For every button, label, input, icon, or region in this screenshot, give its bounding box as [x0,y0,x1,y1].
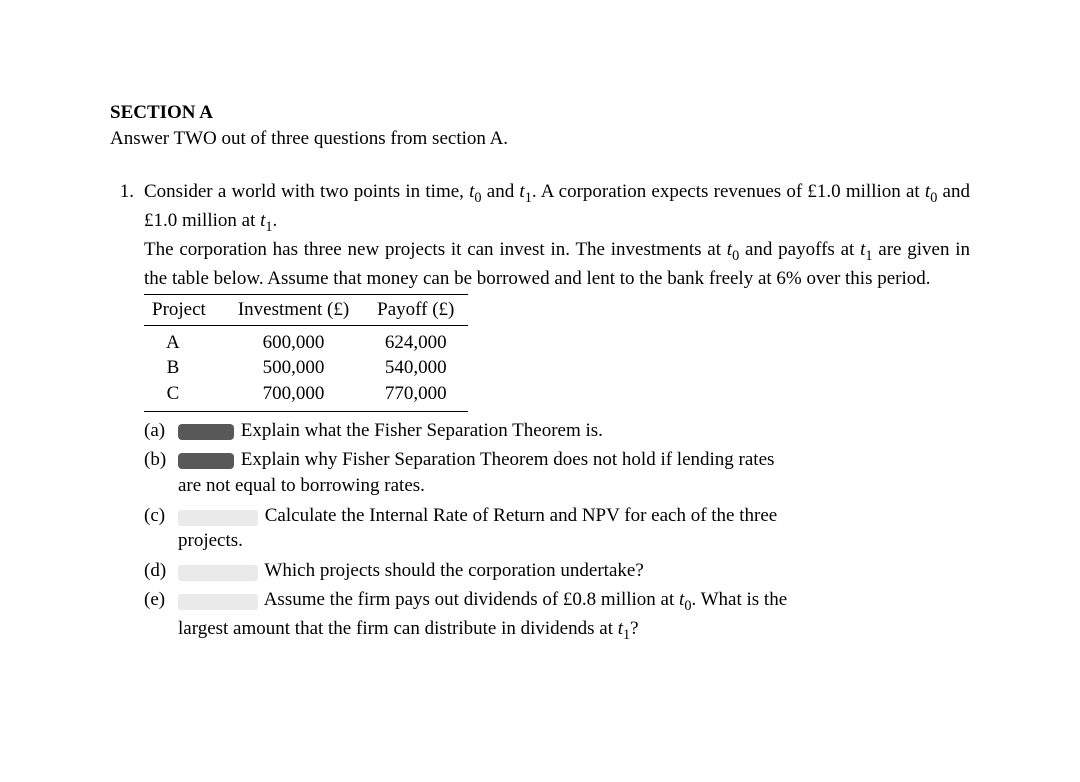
redacted-marks [178,453,234,469]
col-project: Project [144,295,224,326]
section-instruction: Answer TWO out of three questions from s… [110,126,970,152]
section-heading: SECTION A [110,100,970,126]
table-header-row: Project Investment (£) Payoff (£) [144,295,468,326]
subpart-label: (b) [144,447,172,498]
question-body: Consider a world with two points in time… [144,179,970,645]
question-paragraph-2: The corporation has three new projects i… [144,237,970,292]
subpart-body: Which projects should the corporation un… [178,558,970,584]
sub-1: 1 [865,248,872,264]
projects-table-wrap: Project Investment (£) Payoff (£) A 600,… [144,294,970,412]
col-payoff: Payoff (£) [363,295,468,326]
table-row: C 700,000 770,000 [144,381,468,411]
redacted-marks [178,594,258,610]
table-row: B 500,000 540,000 [144,355,468,381]
subpart-continuation: largest amount that the firm can distrib… [178,618,618,639]
redacted-marks [178,424,234,440]
cell-project: A [144,325,224,355]
subpart-text: Explain why Fisher Separation Theorem do… [241,449,775,470]
subpart-label: (d) [144,558,172,584]
subpart-continuation: are not equal to borrowing rates. [178,475,425,496]
subpart-b: (b) Explain why Fisher Separation Theore… [144,447,970,498]
sub-0: 0 [474,190,481,206]
subpart-label: (c) [144,503,172,554]
section-header: SECTION A Answer TWO out of three questi… [110,100,970,151]
subpart-body: Assume the firm pays out dividends of £0… [178,587,970,645]
cell-payoff: 770,000 [363,381,468,411]
cell-investment: 700,000 [224,381,363,411]
subpart-continuation: ? [630,618,638,639]
cell-project: C [144,381,224,411]
subpart-text: Calculate the Internal Rate of Return an… [265,505,777,526]
sub-1: 1 [265,219,272,235]
text-fragment: The corporation has three new projects i… [144,239,727,260]
subpart-body: Explain why Fisher Separation Theorem do… [178,447,970,498]
question-1: 1. Consider a world with two points in t… [110,179,970,645]
redacted-marks [178,510,258,526]
subpart-e: (e) Assume the firm pays out dividends o… [144,587,970,645]
subpart-body: Calculate the Internal Rate of Return an… [178,503,970,554]
text-fragment: . [273,210,278,231]
subpart-text: . What is the [691,589,787,610]
cell-project: B [144,355,224,381]
cell-payoff: 624,000 [363,325,468,355]
text-fragment: and payoffs at [739,239,860,260]
subpart-label: (e) [144,587,172,645]
question-number: 1. [110,179,134,645]
subpart-text: Which projects should the corporation un… [264,560,643,581]
subpart-text: Assume the firm pays out dividends of £0… [264,589,679,610]
subpart-label: (a) [144,418,172,444]
text-fragment: Consider a world with two points in time… [144,181,469,202]
question-paragraph-1: Consider a world with two points in time… [144,179,970,237]
subparts-list: (a) Explain what the Fisher Separation T… [144,418,970,646]
subpart-body: Explain what the Fisher Separation Theor… [178,418,970,444]
col-investment: Investment (£) [224,295,363,326]
projects-table: Project Investment (£) Payoff (£) A 600,… [144,294,468,412]
text-fragment: and [482,181,520,202]
table-row: A 600,000 624,000 [144,325,468,355]
subpart-c: (c) Calculate the Internal Rate of Retur… [144,503,970,554]
subpart-continuation: projects. [178,530,243,551]
subpart-d: (d) Which projects should the corporatio… [144,558,970,584]
subpart-text: Explain what the Fisher Separation Theor… [241,420,603,441]
text-fragment: . A corporation expects revenues of £1.0… [532,181,925,202]
subpart-a: (a) Explain what the Fisher Separation T… [144,418,970,444]
cell-investment: 600,000 [224,325,363,355]
cell-payoff: 540,000 [363,355,468,381]
cell-investment: 500,000 [224,355,363,381]
sub-1: 1 [525,190,532,206]
redacted-marks [178,565,258,581]
